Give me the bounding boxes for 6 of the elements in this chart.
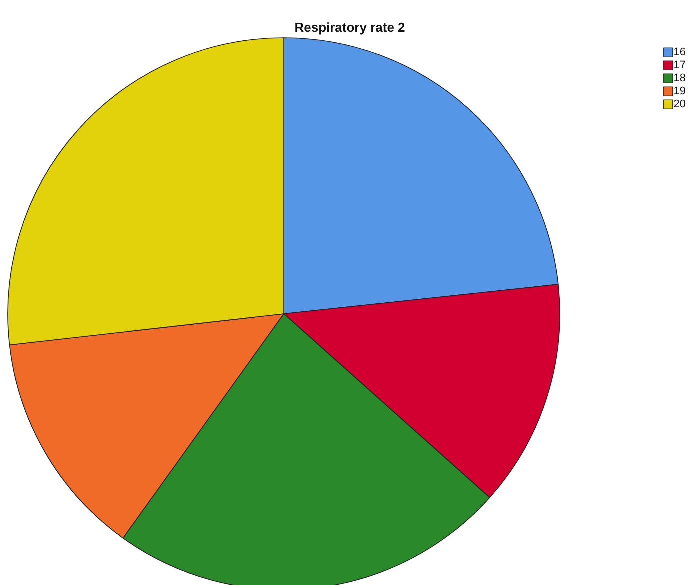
legend-label: 18 [674,72,686,84]
legend-label: 16 [674,46,686,58]
legend-label: 20 [674,98,686,110]
legend-label: 17 [674,60,686,72]
chart-title: Respiratory rate 2 [294,20,406,35]
legend-label: 19 [674,86,686,98]
